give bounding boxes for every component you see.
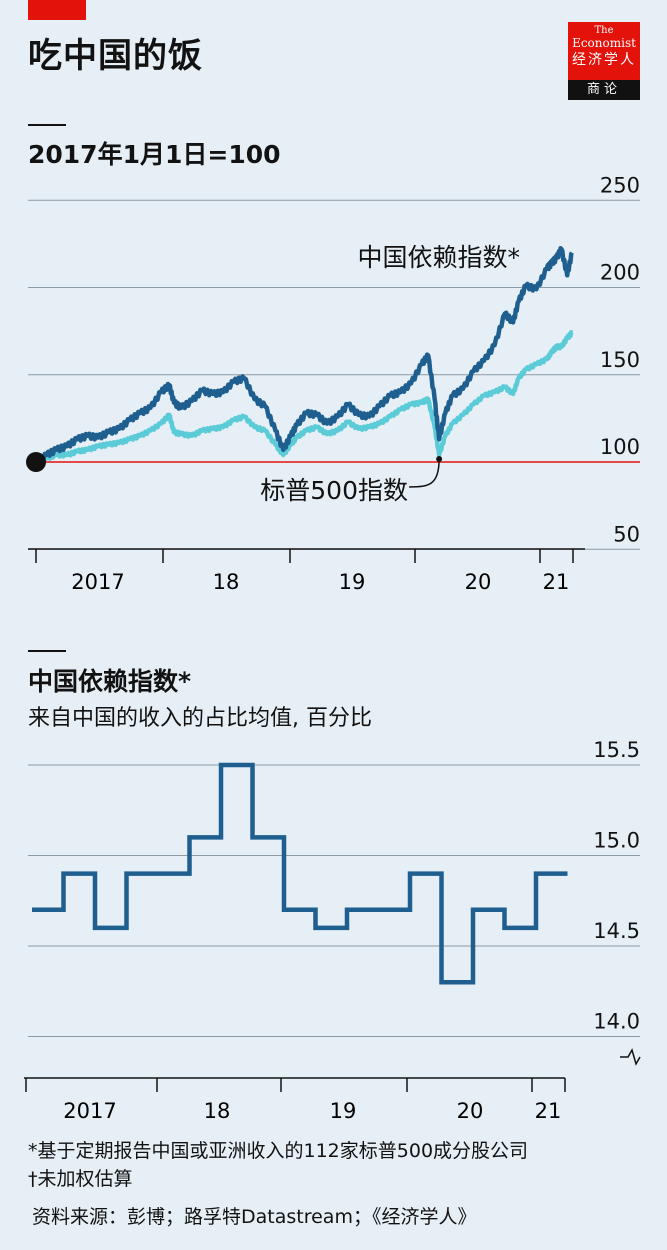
logo-section: 商论 [568,80,640,100]
axis-break-icon [620,1048,641,1066]
chart2-x-tick-label: 21 [535,1099,562,1123]
chart1-x-tick-label: 19 [339,570,366,594]
logo-red-block: The Economist 经济学人 [568,22,640,80]
chart2-x-tick-label: 2017 [63,1099,116,1123]
chart2-x-tick-label: 20 [457,1099,484,1123]
chart2-x-tick-label: 19 [330,1099,357,1123]
chart1-x-tick-label: 21 [543,570,570,594]
chart2-title: 中国依赖指数* [28,667,192,696]
chart1-labels: 中国依赖指数* 标普500指数 [26,243,520,505]
chart2-series [32,762,568,985]
chart1-y-tick-label: 150 [600,348,640,372]
chart1-title: 2017年1月1日=100 [28,140,281,169]
chart1-svg: 250 200 150 100 50 2017 18 19 20 21 中国依赖指数* 标普500… [26,173,640,594]
chart1-series [33,245,574,465]
chart2-y-tick-label: 15.5 [593,738,640,762]
chart2-y-tick-label: 15.0 [593,829,640,853]
source-note: 资料来源：彭博；路孚特Datastream；《经济学人》 [32,1206,477,1228]
chart1-x-tick-label: 18 [213,570,240,594]
chart2-x-axis: 2017 18 19 20 21 [24,1077,566,1123]
chart2-title-rule [28,650,66,652]
logo-the: The [594,25,614,36]
sp500-line [34,330,574,465]
sp500-label: 标普500指数 [260,476,408,505]
footnote-2: †未加权估算 [28,1168,133,1190]
china-dependency-step-line [32,762,568,985]
sp500-callout-line [409,459,440,488]
chart2-grid: 15.5 15.0 14.5 14.0 [28,738,641,1066]
page-title: 吃中国的饭 [28,36,203,76]
red-tab-marker [28,0,86,20]
chart2-subtitle: 来自中国的收入的占比均值, 百分比 [28,706,372,731]
logo-cn-name: 经济学人 [572,52,636,68]
economist-logo: The Economist 经济学人 商论 [568,22,640,100]
chart1-y-tick-label: 100 [600,435,640,459]
china-dependency-label: 中国依赖指数* [357,243,520,272]
china-dependency-line [33,245,574,465]
chart2-svg: 15.5 15.0 14.5 14.0 2017 18 19 20 21 [24,738,641,1123]
footnote-1: *基于定期报告中国或亚洲收入的112家标普500成分股公司 [28,1140,529,1162]
chart1-start-marker [26,452,46,472]
chart2-y-tick-label: 14.0 [593,1010,640,1034]
chart1-title-rule [28,124,66,126]
chart2-y-tick-label: 14.5 [593,919,640,943]
chart1-x-tick-label: 2017 [71,570,124,594]
logo-economist: Economist [572,36,636,50]
chart1-y-tick-label: 250 [600,173,640,197]
chart1-y-tick-label: 200 [600,261,640,285]
chart1-x-tick-label: 20 [465,570,492,594]
chart1-x-axis: 2017 18 19 20 21 [28,548,585,594]
chart2-x-tick-label: 18 [204,1099,231,1123]
chart1-y-tick-label: 50 [613,522,640,546]
